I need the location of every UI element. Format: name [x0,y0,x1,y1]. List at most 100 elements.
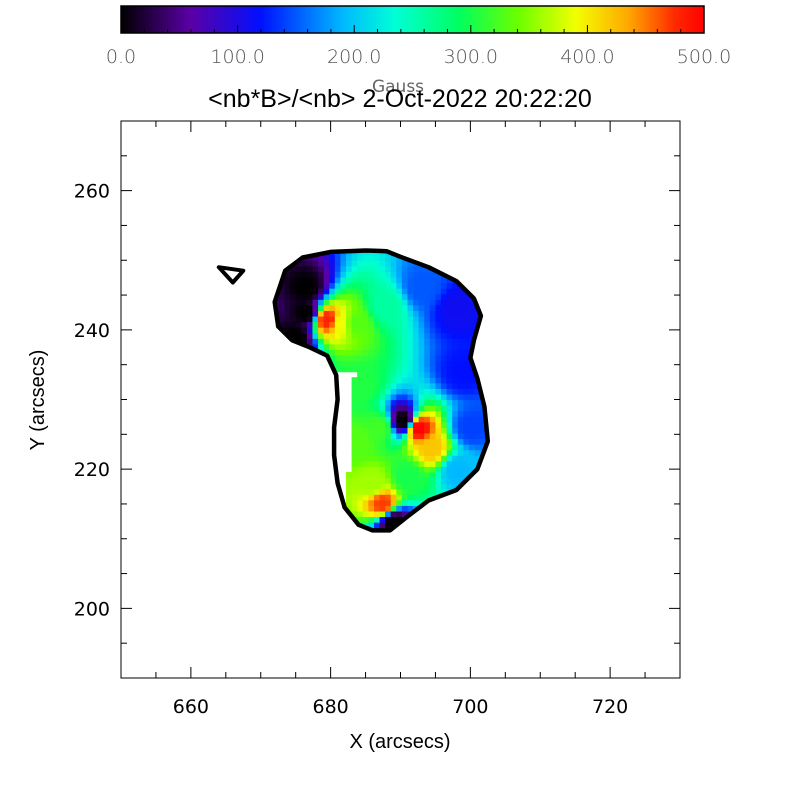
heatmap-cell [441,244,447,250]
heatmap-cell [401,388,409,395]
heatmap-cell [368,332,375,339]
heatmap-cell [385,327,392,334]
heatmap-cell [340,310,347,317]
heatmap-cell [368,321,375,328]
heatmap-cell [413,516,420,523]
heatmap-cell [390,455,397,462]
heatmap-cell [424,354,431,362]
heatmap-cell [379,421,386,428]
heatmap-cell [318,282,325,289]
heatmap-cell [274,260,280,267]
heatmap-cell [474,399,481,406]
heatmap-cell [441,516,448,523]
heatmap-cell [396,533,402,539]
heatmap-cell [407,371,414,378]
heatmap-cell [429,304,437,311]
heatmap-cell [368,410,375,417]
heatmap-cell [373,371,381,378]
heatmap-cell [385,460,392,467]
heatmap-cell [402,244,408,250]
heatmap-cell [284,366,291,373]
heatmap-cell [278,288,286,295]
heatmap-cell [385,444,392,451]
heatmap-cell [424,471,431,479]
heatmap-cell [390,254,397,261]
heatmap-cell [485,288,488,295]
heatmap-cell [390,471,397,479]
heatmap-cell [379,332,386,339]
heatmap-cell [340,321,347,328]
heatmap-cell [491,472,497,478]
heatmap-cell [424,282,431,289]
heatmap-cell [407,455,414,462]
heatmap-cell [441,360,448,367]
heatmap-cell [385,304,392,311]
heatmap-cell [284,304,291,311]
heatmap-cell [362,282,369,289]
heatmap-cell [429,405,437,412]
heatmap-cell [424,244,430,250]
heatmap-cell [446,471,453,479]
heatmap-cell [284,282,291,289]
heatmap-cell [463,444,470,451]
heatmap-cell [407,399,414,406]
heatmap-cell [385,455,392,462]
heatmap-cell [357,388,364,395]
heatmap-cell [485,276,488,284]
heatmap-cell [418,449,425,456]
heatmap-cell [318,338,325,345]
heatmap-cell [368,260,375,267]
heatmap-cell [373,438,381,445]
heatmap-cell [340,343,347,350]
heatmap-cell [268,361,274,367]
heatmap-cell [413,388,420,395]
heatmap-cell [301,271,308,278]
heatmap-cell [385,421,392,428]
heatmap-cell [306,271,314,278]
heatmap-cell [418,327,425,334]
heatmap-cell [485,315,488,323]
colorbar-tick-label: 0.0 [106,46,136,68]
heatmap-cell [452,405,459,412]
heatmap-cell [290,360,297,367]
heatmap-cell [329,271,336,278]
heatmap-cell [357,466,364,473]
heatmap-cell [446,527,453,531]
heatmap-cell [446,371,453,378]
heatmap-cell [463,527,470,531]
heatmap-cell [441,293,448,300]
heatmap-cell [323,288,330,295]
heatmap-cell [413,382,420,389]
heatmap-cell [396,360,403,367]
heatmap-cell [418,382,425,389]
heatmap-cell [441,438,448,445]
heatmap-cell [401,288,409,295]
heatmap-cell [368,533,374,539]
heatmap-cell [278,360,286,367]
heatmap-cell [457,354,464,362]
heatmap-cell [480,499,487,506]
heatmap-cell [491,433,497,439]
heatmap-cell [351,299,358,306]
heatmap-cell [323,349,330,356]
heatmap-cell [379,405,386,412]
heatmap-cell [368,505,375,512]
heatmap-cell [429,293,437,300]
heatmap-cell [491,288,497,294]
heatmap-cell [401,349,409,356]
heatmap-cell [351,288,358,295]
heatmap-cell [435,304,442,311]
heatmap-cell [373,327,381,334]
heatmap-cell [362,388,369,395]
heatmap-cell [474,477,481,484]
heatmap-cell [413,310,420,317]
heatmap-cell [357,360,364,367]
heatmap-cell [402,533,408,539]
heatmap-cell [480,343,487,350]
heatmap-cell [385,393,392,401]
heatmap-cell [424,416,431,423]
heatmap-cell [463,416,470,423]
heatmap-cell [362,321,369,328]
heatmap-cell [429,332,437,339]
heatmap-cell [485,377,488,384]
